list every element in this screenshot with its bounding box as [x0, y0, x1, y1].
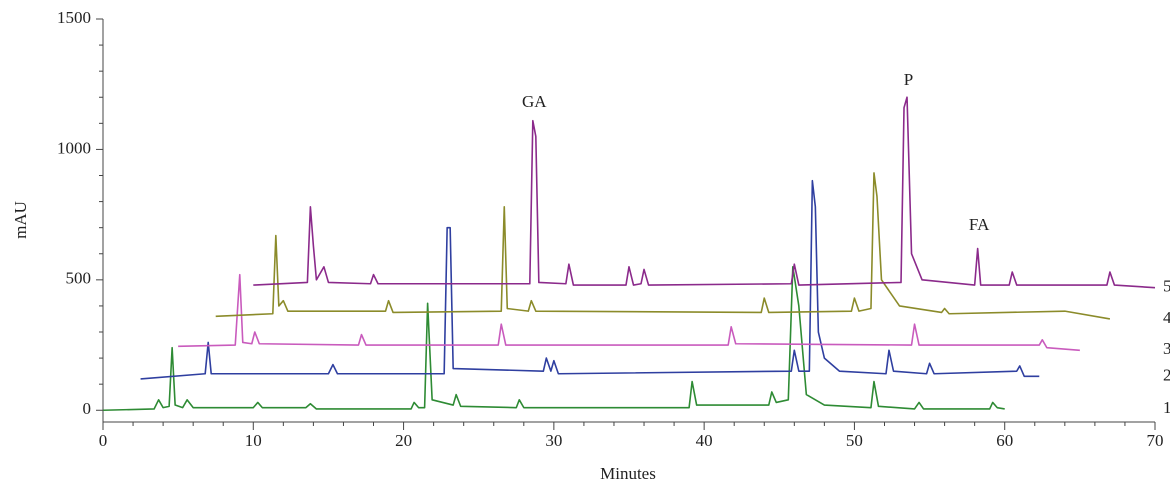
trace-label: 1 — [1163, 398, 1170, 417]
x-tick-label: 60 — [996, 431, 1013, 450]
peak-label: FA — [969, 215, 990, 234]
y-tick-label: 0 — [83, 399, 92, 418]
x-tick-label: 40 — [696, 431, 713, 450]
y-tick-label: 500 — [66, 269, 92, 288]
trace-label: 2 — [1163, 365, 1170, 384]
y-axis-label: mAU — [11, 201, 30, 239]
x-tick-label: 30 — [545, 431, 562, 450]
trace — [140, 179, 1040, 380]
trace-label: 4 — [1163, 308, 1170, 327]
trace — [178, 273, 1080, 352]
x-tick-label: 50 — [846, 431, 863, 450]
trace — [215, 172, 1111, 320]
trace — [253, 96, 1156, 289]
x-axis-label: Minutes — [600, 464, 656, 483]
x-tick-label: 10 — [245, 431, 262, 450]
trace-label: 3 — [1163, 339, 1170, 358]
peak-label: P — [904, 70, 913, 89]
y-tick-label: 1000 — [57, 138, 91, 157]
x-tick-label: 0 — [99, 431, 108, 450]
trace-label: 5 — [1163, 277, 1170, 296]
x-tick-label: 70 — [1147, 431, 1164, 450]
trace — [102, 266, 1005, 412]
y-tick-label: 1500 — [57, 8, 91, 27]
x-tick-label: 20 — [395, 431, 412, 450]
peak-label: GA — [522, 92, 547, 111]
